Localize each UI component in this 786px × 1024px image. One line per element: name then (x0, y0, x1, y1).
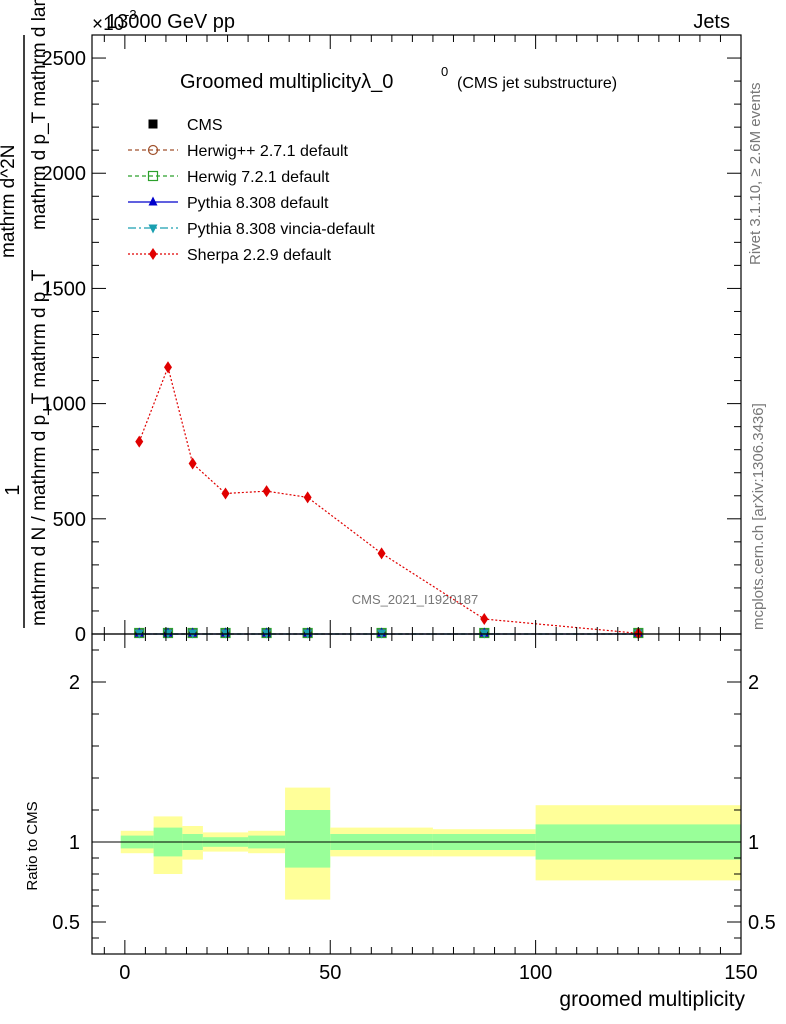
axis-ticks: 0 500 1000 1500 2000 2500 0 50 100 150 0.5 0.5 1 1 2 2 (42, 35, 776, 984)
series-0 (134, 628, 643, 638)
legend-entry: Herwig 7.2.1 default (128, 169, 330, 186)
x-tick-label: 100 (519, 962, 552, 984)
ratio-ylabel: Ratio to CMS (24, 801, 41, 890)
data-point (377, 547, 386, 560)
ratio-tick-label: 2 (69, 672, 80, 694)
legend-marker (148, 224, 158, 234)
y-tick-label: 1500 (42, 278, 87, 300)
x-tick-label: 150 (724, 962, 757, 984)
header-left: 13000 GeV pp (106, 11, 235, 33)
legend-marker (148, 119, 158, 129)
data-point (480, 613, 489, 626)
series-1 (134, 627, 644, 639)
ratio-bands (92, 787, 741, 900)
chart-title-note: (CMS jet substructure) (457, 75, 617, 92)
ratio-band-green (285, 810, 331, 868)
data-point (262, 485, 271, 498)
data-point (188, 457, 197, 470)
data-point (135, 435, 144, 448)
legend-label: Herwig++ 2.7.1 default (187, 143, 349, 160)
y-axis-label: 1 mathrm d N / mathrm d p_T mathrm d p_T… (0, 0, 50, 628)
legend-label: CMS (187, 117, 223, 134)
legend-entry: Herwig++ 2.7.1 default (128, 143, 349, 160)
series-5 (135, 361, 643, 640)
legend: CMS Herwig++ 2.7.1 default Herwig 7.2.1 de… (128, 117, 375, 264)
legend-entry: CMS (148, 117, 223, 134)
header-right: Jets (693, 11, 730, 33)
y-tick-label: 500 (53, 509, 86, 531)
y-tick-label: 1000 (42, 394, 87, 416)
rivet-label: Rivet 3.1.10, ≥ 2.6M events (747, 83, 764, 266)
ylabel-numerator: 1 (2, 484, 24, 495)
ratio-tick-label-right: 0.5 (748, 912, 776, 934)
ratio-tick-label-right: 1 (748, 832, 759, 854)
ratio-tick-label: 1 (69, 832, 80, 854)
header-exponent: ×10 (92, 14, 124, 35)
ratio-tick-label: 0.5 (52, 912, 80, 934)
series-3 (134, 627, 643, 637)
chart-title: Groomed multiplicityλ_0 0 (CMS jet subst… (180, 64, 617, 93)
x-tick-label: 50 (319, 962, 341, 984)
legend-marker (147, 144, 159, 156)
legend-marker (149, 248, 157, 260)
legend-label: Pythia 8.308 default (187, 195, 329, 212)
ratio-tick-label-right: 2 (748, 672, 759, 694)
mcplots-label: mcplots.cern.ch [arXiv:1306.3436] (750, 403, 767, 630)
header-exponent-power: -3 (125, 7, 137, 22)
legend-label: Pythia 8.308 vincia-default (187, 221, 375, 238)
legend-entry: Pythia 8.308 default (128, 195, 329, 212)
ylabel-right-bottom: mathrm d p_T mathrm d lambda (29, 0, 50, 230)
chart-title-main: Groomed multiplicityλ_0 (180, 71, 393, 93)
ratio-plot-frame (91, 633, 742, 955)
data-point (221, 487, 230, 500)
y-tick-label: 2500 (42, 48, 87, 70)
ylabel-right-top: mathrm d^2N (0, 145, 19, 258)
legend-entry: Sherpa 2.2.9 default (128, 247, 332, 264)
data-point (163, 361, 172, 374)
data-point (303, 491, 312, 504)
legend-entry: Pythia 8.308 vincia-default (128, 221, 375, 238)
legend-marker (147, 170, 159, 182)
series-2 (134, 627, 644, 639)
ylabel-denominator: mathrm d N / mathrm d p_T mathrm d p_T (29, 269, 50, 626)
legend-label: Herwig 7.2.1 default (187, 169, 330, 186)
x-tick-label: 0 (119, 962, 130, 984)
chart-title-sup: 0 (441, 64, 448, 79)
y-tick-label: 0 (75, 624, 86, 646)
legend-marker (148, 196, 158, 206)
watermark: CMS_2021_I1920187 (352, 592, 479, 607)
legend-label: Sherpa 2.2.9 default (187, 247, 332, 264)
x-axis-label: groomed multiplicity (559, 988, 745, 1011)
y-tick-label: 2000 (42, 163, 87, 185)
